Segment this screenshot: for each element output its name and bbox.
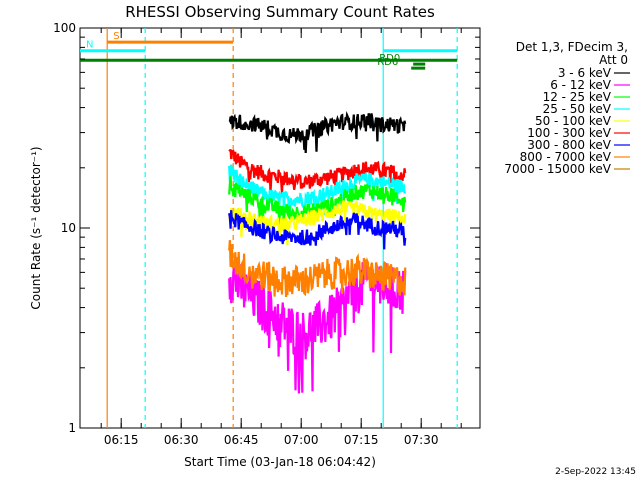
- legend-entry-label: 800 - 7000 keV: [520, 150, 612, 164]
- flag-bar-label: N: [86, 40, 93, 51]
- chart-title: RHESSI Observing Summary Count Rates: [125, 3, 435, 21]
- legend-header-line-1: Det 1,3, FDecim 3,: [516, 40, 628, 54]
- x-axis-label: Start Time (03-Jan-18 06:04:42): [184, 455, 376, 469]
- y-tick-label: 100: [53, 21, 76, 35]
- series-line: [228, 200, 407, 246]
- legend-entry-label: 6 - 12 keV: [550, 78, 612, 92]
- series-line: [228, 240, 407, 298]
- legend-entry-label: 3 - 6 keV: [558, 66, 612, 80]
- legend-entry-label: 12 - 25 keV: [543, 90, 612, 104]
- series-line: [228, 148, 407, 195]
- footer-timestamp: 2-Sep-2022 13:45: [555, 467, 636, 477]
- y-tick-label: 10: [61, 221, 76, 235]
- legend-entry-label: 25 - 50 keV: [543, 102, 612, 116]
- legend-entry-label: 100 - 300 keV: [527, 126, 611, 140]
- legend-entry-label: 300 - 800 keV: [527, 138, 611, 152]
- y-tick-label: 1: [68, 421, 76, 435]
- series-line: [228, 210, 407, 250]
- x-tick-label: 06:15: [104, 433, 139, 447]
- series-layer: [228, 110, 407, 394]
- x-tick-label: 06:30: [164, 433, 199, 447]
- legend-entry-label: 50 - 100 keV: [535, 114, 612, 128]
- legend-header-line-2: Att 0: [599, 53, 628, 67]
- flag-bar-label: RD0: [379, 53, 400, 64]
- y-axis-label: Count Rate (s⁻¹ detector⁻¹): [29, 146, 43, 309]
- series-line: [228, 110, 407, 153]
- x-tick-label: 07:30: [404, 433, 439, 447]
- flag-bar-label: S: [113, 31, 119, 42]
- x-tick-label: 07:00: [284, 433, 319, 447]
- legend-entry-label: 7000 - 15000 keV: [504, 162, 611, 176]
- x-axis: 06:15 06:30 06:45 07:00 07:15 07:30: [100, 28, 462, 447]
- flag-bar-label: RD6: [377, 57, 398, 68]
- x-tick-label: 07:15: [344, 433, 379, 447]
- y-axis: 1 10 100: [53, 21, 480, 435]
- x-tick-label: 06:45: [224, 433, 259, 447]
- series-line: [228, 176, 407, 226]
- vertical-markers: [106, 28, 458, 428]
